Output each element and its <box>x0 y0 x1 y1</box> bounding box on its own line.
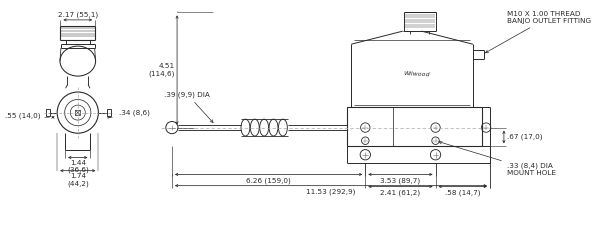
Bar <box>75 110 80 115</box>
Bar <box>107 109 110 116</box>
Text: .55 (14,0): .55 (14,0) <box>5 112 40 119</box>
Text: 1.44
(36,6): 1.44 (36,6) <box>67 160 89 174</box>
Text: 1.74
(44,2): 1.74 (44,2) <box>67 173 89 187</box>
Bar <box>46 109 50 116</box>
Text: .33 (8,4) DIA
MOUNT HOLE: .33 (8,4) DIA MOUNT HOLE <box>439 141 556 176</box>
Text: 6.26 (159,0): 6.26 (159,0) <box>246 177 291 184</box>
Text: 3.53 (89,7): 3.53 (89,7) <box>380 177 421 184</box>
Text: 2.17 (55,1): 2.17 (55,1) <box>58 11 98 17</box>
Text: .39 (9,9) DIA: .39 (9,9) DIA <box>164 91 213 123</box>
Text: M10 X 1.00 THREAD
BANJO OUTLET FITTING: M10 X 1.00 THREAD BANJO OUTLET FITTING <box>485 11 591 53</box>
Text: 11.53 (292,9): 11.53 (292,9) <box>306 189 356 195</box>
Text: 2.41 (61,2): 2.41 (61,2) <box>380 189 421 196</box>
Text: .58 (14,7): .58 (14,7) <box>445 189 481 196</box>
Text: .67 (17,0): .67 (17,0) <box>507 134 542 140</box>
Bar <box>347 107 482 146</box>
Text: Wilwood: Wilwood <box>403 70 430 77</box>
Text: .34 (8,6): .34 (8,6) <box>119 109 150 116</box>
Text: 4.51
(114,6): 4.51 (114,6) <box>148 63 174 77</box>
